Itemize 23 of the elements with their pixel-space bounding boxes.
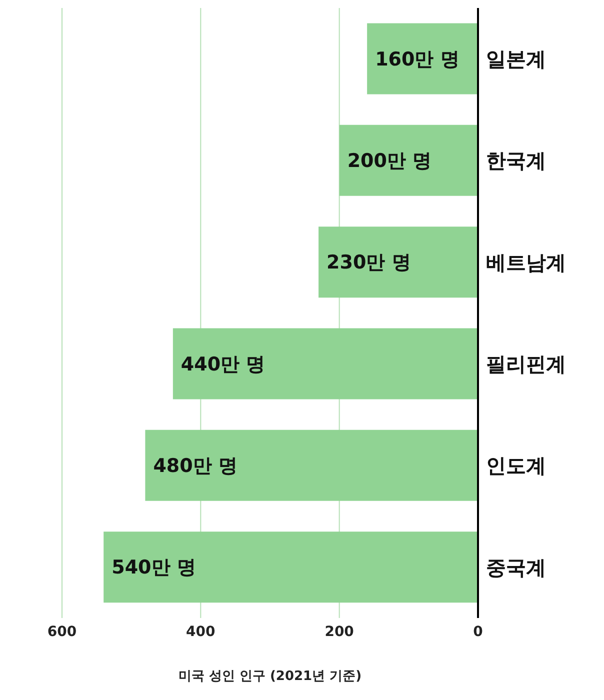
x-axis-title: 미국 성인 인구 (2021년 기준) <box>178 669 362 684</box>
y-tick-label: 한국계 <box>486 148 546 173</box>
bar <box>172 328 478 400</box>
x-tick-label: 200 <box>324 624 354 640</box>
data-label: 200만 명 <box>347 150 432 172</box>
data-label: 540만 명 <box>112 556 196 579</box>
data-label: 480만 명 <box>153 455 238 478</box>
x-tick-label: 400 <box>186 624 216 640</box>
data-label: 160만 명 <box>375 48 460 70</box>
bar <box>104 532 478 603</box>
bar <box>318 226 478 298</box>
bar <box>367 23 478 94</box>
data-label: 440만 명 <box>180 353 266 376</box>
y-tick-label: 베트남계 <box>486 250 566 274</box>
bar <box>145 430 478 501</box>
x-tick-label: 0 <box>473 624 484 640</box>
y-tick-label: 일본계 <box>486 46 546 71</box>
x-tick-label: 600 <box>47 624 77 640</box>
y-tick-label: 필리핀계 <box>486 352 566 376</box>
data-label: 230만 명 <box>326 252 411 274</box>
bar <box>339 124 478 196</box>
y-tick-label: 인도계 <box>486 454 546 478</box>
y-tick-label: 중국계 <box>486 555 546 580</box>
